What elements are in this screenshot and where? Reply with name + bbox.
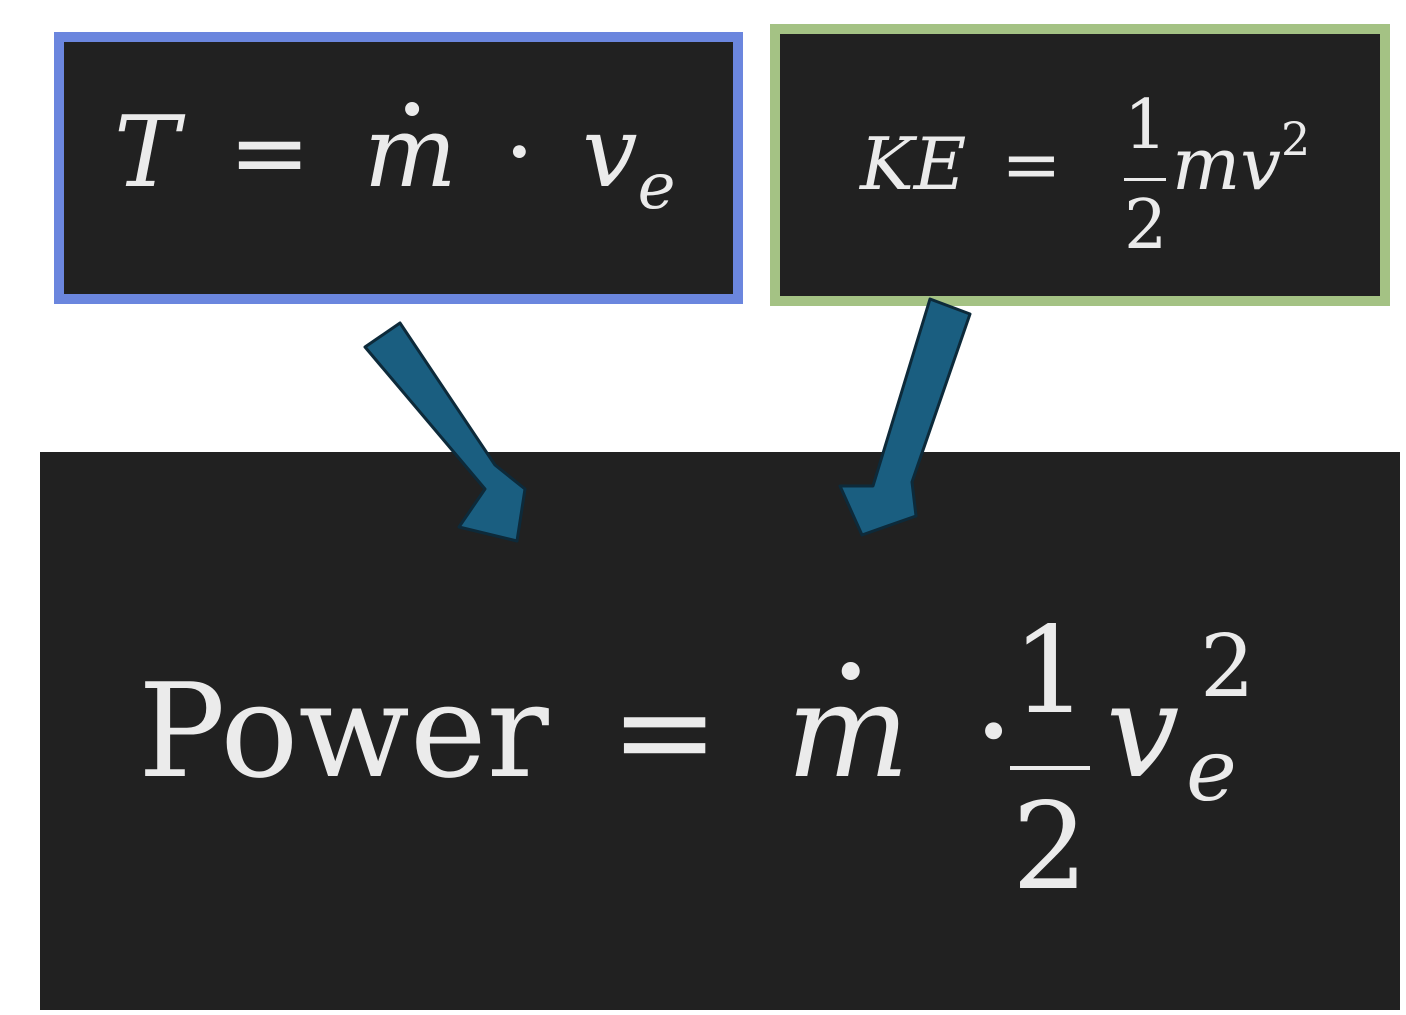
power-dot-accent-icon (841, 662, 860, 680)
power-velocity-subscript: e (1186, 721, 1237, 821)
kinetic-energy-equation: KE = (860, 128, 1062, 200)
ke-equals-sign: = (1001, 122, 1062, 206)
exhaust-velocity-symbol: v (582, 96, 638, 210)
thrust-equals-sign: = (228, 96, 311, 210)
ke-mass-velocity: mv2 (1172, 116, 1310, 200)
ke-exponent: 2 (1280, 112, 1311, 166)
thrust-multiply-dot: · (503, 96, 536, 210)
power-fraction-bar (1010, 766, 1090, 770)
power-label: Power (138, 655, 549, 807)
power-equals-sign: = (610, 655, 720, 807)
ke-mass-velocity-term: mv (1172, 122, 1281, 206)
power-velocity-term: v 2 e (1106, 624, 1255, 866)
thrust-equation: T = m · ve (114, 96, 675, 219)
ke-fraction-denominator: 2 (1124, 186, 1168, 265)
power-exponent: 2 (1200, 617, 1255, 717)
ke-fraction: 1 2 (1124, 74, 1168, 265)
ke-fraction-numerator: 1 (1124, 86, 1168, 165)
power-equation: Power = m · (138, 655, 1014, 807)
power-velocity-symbol: v (1106, 655, 1180, 807)
mass-flow-rate-symbol: m (363, 96, 457, 210)
thrust-equation-box: T = m · ve (54, 32, 743, 304)
ke-fraction-bar (1124, 178, 1166, 181)
dot-accent-icon (405, 102, 420, 116)
exhaust-velocity-subscript: e (637, 150, 676, 224)
kinetic-energy-symbol: KE (860, 122, 967, 206)
thrust-symbol: T (114, 96, 180, 210)
power-equation-box: Power = m · 1 2 v 2 e (40, 452, 1400, 1010)
power-mass-flow-rate-symbol: m (786, 655, 910, 807)
power-fraction: 1 2 (1010, 602, 1090, 922)
power-multiply-dot: · (973, 655, 1015, 807)
kinetic-energy-equation-box: KE = 1 2 mv2 (770, 24, 1390, 306)
power-fraction-numerator: 1 (1011, 602, 1089, 741)
power-fraction-denominator: 2 (1011, 778, 1089, 917)
